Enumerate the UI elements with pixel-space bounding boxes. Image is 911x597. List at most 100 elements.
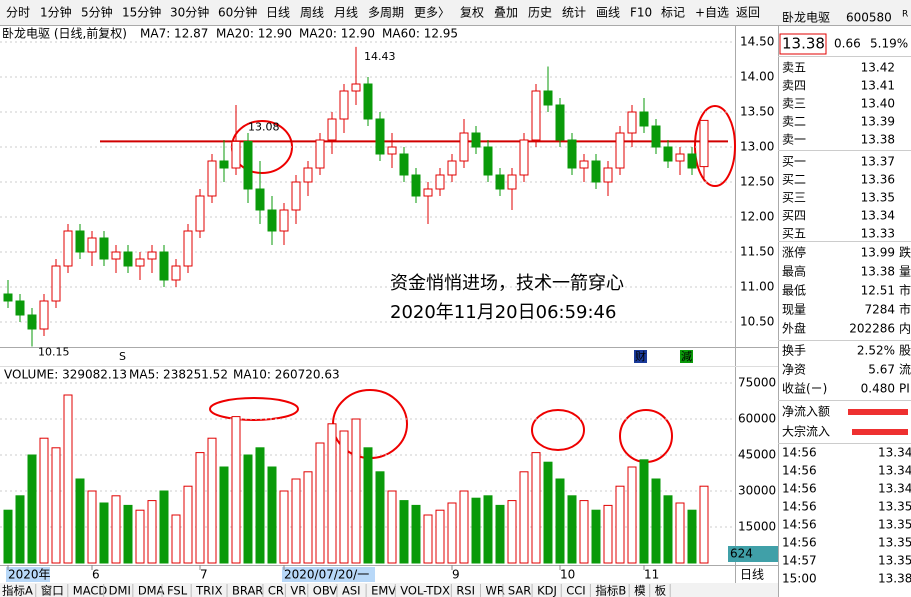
toolbar-button[interactable]: 多周期 — [368, 6, 404, 20]
volume-bar — [507, 500, 517, 564]
y-tick-label: 14.00 — [740, 70, 774, 84]
flow-label: 大宗流入 — [782, 424, 830, 439]
tab[interactable]: FSL — [167, 584, 188, 597]
tab[interactable]: 指标A — [2, 584, 33, 597]
fin-value: 0.480 — [861, 382, 895, 396]
toolbar-button[interactable]: 统计 — [562, 6, 586, 20]
tab[interactable]: DMA — [138, 584, 165, 597]
tab[interactable]: RSI — [456, 584, 475, 597]
y2-tick-label: 15000 — [738, 520, 776, 534]
volume-bar — [171, 514, 181, 564]
volume-bar — [555, 478, 565, 564]
volume-indicator: VOLUME: 329082.13 — [4, 368, 127, 382]
toolbar-button[interactable]: +自选 — [695, 6, 729, 20]
volume-bar — [195, 452, 205, 564]
trade-price: 13.34 — [878, 482, 911, 496]
volume-bar — [639, 459, 649, 564]
y2-tick-label: 75000 — [738, 376, 776, 390]
fin-suffix: PI — [899, 382, 910, 396]
tab[interactable]: SAR — [508, 584, 531, 597]
toolbar-button[interactable]: 历史 — [528, 6, 552, 20]
period[interactable]: 日线 — [740, 568, 764, 582]
price-box — [779, 33, 827, 55]
volume-bar — [63, 394, 73, 564]
candle-body — [111, 251, 121, 260]
candle-body — [3, 293, 13, 302]
cursor-label: 624 — [730, 547, 753, 561]
toolbar-button[interactable]: F10 — [630, 6, 652, 20]
stat-label: 最低 — [782, 284, 806, 298]
candle-body — [675, 153, 685, 162]
toolbar-button[interactable]: 日线 — [266, 6, 290, 20]
indicator: MA20: 12.90 — [216, 27, 292, 41]
candle-body — [231, 140, 241, 169]
candle-body — [195, 195, 205, 232]
tab[interactable]: DMI — [109, 584, 131, 597]
tab[interactable]: WR — [485, 584, 504, 597]
tab[interactable]: 窗口 — [41, 584, 64, 597]
volume-bar — [339, 430, 349, 564]
tab[interactable]: OBV — [313, 584, 338, 597]
tab[interactable]: VR — [290, 584, 306, 597]
candle-body — [567, 139, 577, 169]
tab[interactable]: ASI — [342, 584, 361, 597]
toolbar-button[interactable]: 标记 — [661, 6, 685, 20]
toolbar-button[interactable]: 60分钟 — [218, 5, 257, 20]
annotation: 资金悄悄进场，技术一箭穿心 — [390, 273, 624, 294]
candle-body — [315, 139, 325, 169]
toolbar-button[interactable]: 5分钟 — [81, 5, 113, 20]
circle — [694, 105, 736, 187]
volume-bar — [15, 495, 25, 564]
volume-bar — [495, 504, 505, 564]
tab[interactable]: CR — [268, 584, 284, 597]
volume-bar — [567, 495, 577, 564]
circle — [209, 397, 299, 421]
toolbar-button[interactable]: 复权 — [460, 6, 484, 20]
book-label: 买二 — [782, 173, 806, 187]
y-tick-label: 11.50 — [740, 245, 774, 259]
toolbar-button[interactable]: 30分钟 — [170, 5, 209, 20]
candle-body — [387, 146, 397, 155]
book-label: 买一 — [782, 155, 806, 169]
tab[interactable]: BRAR — [232, 584, 263, 597]
toolbar-button[interactable]: 15分钟 — [122, 5, 161, 20]
candle-body — [171, 265, 181, 281]
toolbar-button[interactable]: 1分钟 — [40, 5, 72, 20]
fin-label: 净资 — [782, 363, 806, 377]
candle-body — [51, 265, 61, 302]
tab[interactable]: 模 — [634, 584, 646, 597]
toolbar-button[interactable]: 画线 — [596, 6, 620, 20]
candle-body — [375, 118, 385, 155]
fin-suffix: 流 — [899, 363, 911, 377]
toolbar-button[interactable]: 月线 — [334, 6, 358, 20]
trade-time: 15:00 — [782, 572, 817, 586]
volume-bar — [435, 509, 445, 564]
tab[interactable]: EMV — [371, 584, 396, 597]
toolbar-button[interactable]: 周线 — [300, 6, 324, 20]
tab[interactable]: 板 — [655, 584, 667, 597]
toolbar-button[interactable]: 返回 — [736, 6, 760, 20]
trade-time: 14:57 — [782, 554, 817, 568]
tab[interactable]: 指标B — [595, 584, 626, 597]
book-label: 卖三 — [782, 97, 806, 111]
candle-body — [627, 111, 637, 134]
volume-bar — [591, 509, 601, 564]
volume-bar — [123, 504, 133, 564]
candle-body — [471, 132, 481, 148]
volume-bar — [579, 500, 589, 564]
book-price: 13.42 — [861, 61, 895, 75]
volume-bar — [267, 466, 277, 564]
tab[interactable]: MACD — [73, 584, 108, 597]
toolbar-button[interactable]: 分时 — [6, 6, 30, 20]
toolbar-bg — [0, 0, 911, 25]
tab[interactable]: TRIX — [195, 584, 222, 597]
toolbar-button[interactable]: 更多〉 — [414, 6, 450, 20]
candle-body — [579, 160, 589, 169]
toolbar-button[interactable]: 叠加 — [494, 6, 518, 20]
tab[interactable]: VOL-TDX — [400, 584, 450, 597]
volume-bar — [207, 437, 217, 564]
tab[interactable]: KDJ — [537, 584, 557, 597]
book-price: 13.39 — [861, 115, 895, 129]
tab[interactable]: CCI — [566, 584, 585, 597]
book-label: 买三 — [782, 191, 806, 205]
